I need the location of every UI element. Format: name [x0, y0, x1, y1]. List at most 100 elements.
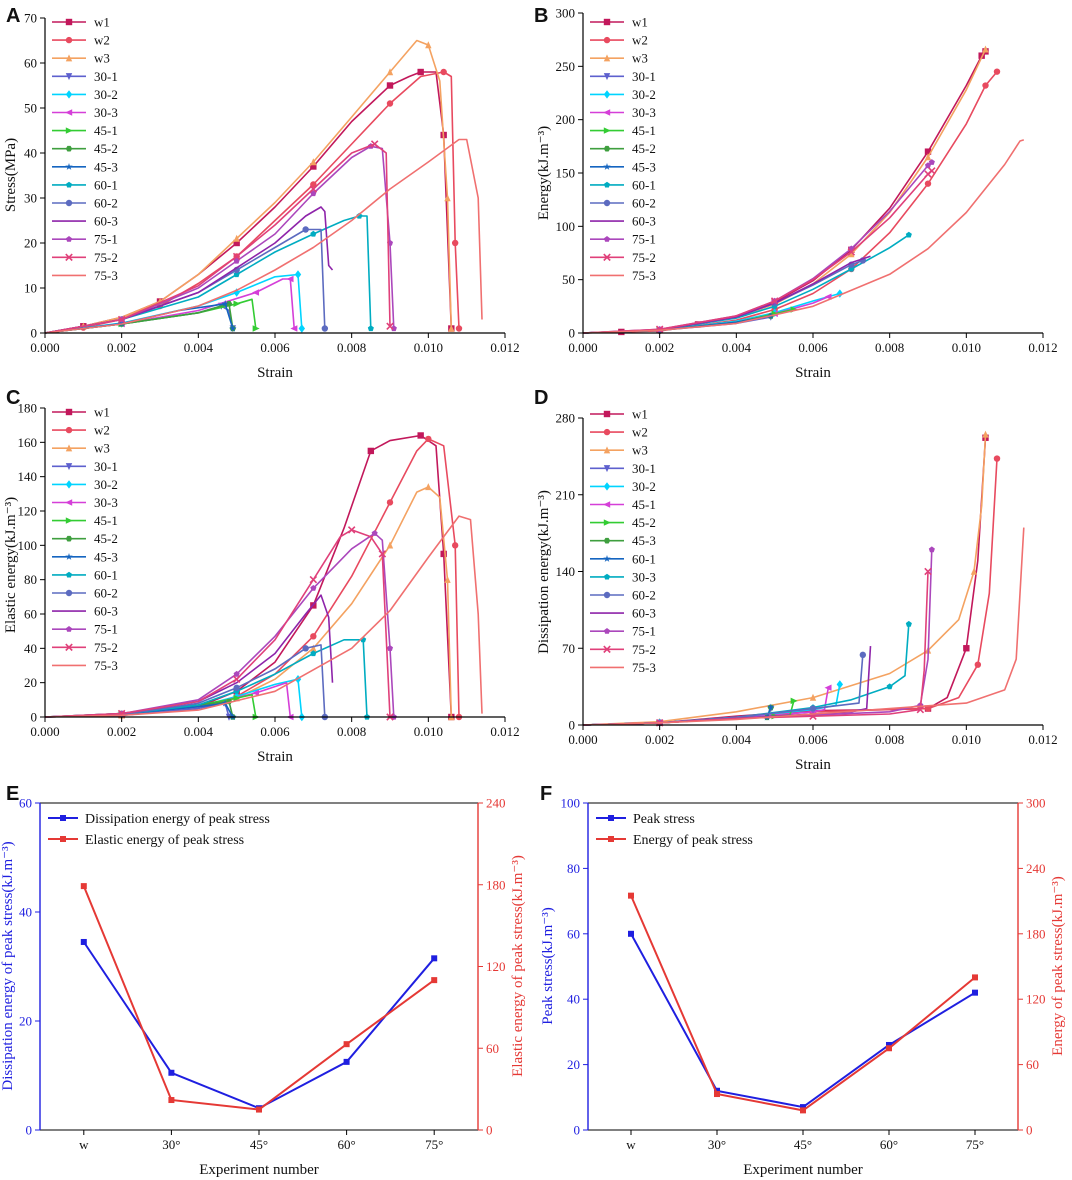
legend-label: 45-1 [632, 497, 656, 512]
data-point [924, 148, 932, 155]
data-point [451, 239, 459, 247]
legend-label: 75-1 [94, 622, 118, 637]
data-point [233, 694, 241, 702]
y-tick-label: 150 [556, 166, 576, 181]
data-point [886, 1041, 892, 1048]
legend-label: 30-2 [632, 479, 656, 494]
data-point [80, 883, 87, 890]
x-tick-label: 0.008 [875, 340, 904, 355]
data-point [982, 430, 989, 438]
data-point [225, 301, 233, 307]
data-point [972, 974, 978, 981]
legend-label: 75-1 [94, 232, 118, 247]
x-tick-label: 0.006 [260, 724, 290, 739]
series-line-14 [582, 139, 1025, 334]
y-tick-label: 0 [31, 326, 38, 341]
legend-marker [65, 54, 73, 62]
data-point [886, 1045, 892, 1052]
y-tick-label: 70 [24, 11, 37, 26]
x-tick-label: 0.012 [490, 340, 519, 355]
legend-marker [603, 163, 611, 170]
data-point [924, 705, 932, 712]
data-point [378, 550, 387, 558]
legend-label: 45-2 [94, 531, 118, 546]
legend-marker [603, 501, 611, 508]
right-tick-label: 120 [1026, 992, 1046, 1007]
y-tick-label: 200 [556, 112, 576, 127]
x-tick-label: 0.010 [414, 724, 443, 739]
legend-label: 60-1 [94, 567, 118, 582]
series-line-11 [44, 594, 334, 718]
data-point [924, 567, 932, 576]
legend-marker [608, 815, 614, 821]
y-tick-label: 10 [24, 281, 37, 296]
legend-label: 75-3 [94, 658, 118, 673]
data-point [924, 153, 932, 161]
x-tick-label: 0.008 [337, 724, 366, 739]
series-line-13 [582, 170, 933, 334]
data-point [628, 892, 634, 899]
data-point [824, 293, 832, 300]
y-tick-label: 140 [18, 469, 38, 484]
legend-label: 30-3 [632, 569, 656, 584]
legend-label: w3 [94, 441, 110, 456]
data-point [309, 185, 318, 193]
x-tick-label: 0.000 [30, 340, 59, 355]
x-tick-label: 0.008 [337, 340, 366, 355]
right-tick-label: 60 [486, 1041, 499, 1056]
data-point [386, 322, 394, 331]
legend-marker [603, 537, 611, 544]
x-tick-label: 0.006 [798, 340, 828, 355]
series-line-0 [82, 941, 435, 1110]
left-y-axis-label: Peak stress(kJ.m⁻³) [540, 907, 556, 1024]
data-point [252, 289, 260, 296]
data-point [233, 234, 240, 242]
data-point [916, 705, 925, 714]
data-point [232, 252, 241, 261]
legend-label: 75-2 [632, 250, 656, 265]
data-point [993, 455, 1001, 462]
legend-label: 45-1 [94, 513, 118, 528]
series-line-14 [582, 527, 1025, 726]
right-tick-label: 300 [1026, 796, 1046, 811]
right-tick-label: 120 [486, 959, 506, 974]
data-point [367, 325, 374, 332]
x-tick-label: 75° [966, 1137, 984, 1152]
legend-marker [65, 589, 73, 597]
x-tick-label: 45° [794, 1137, 812, 1152]
data-point [417, 68, 424, 76]
legend-label: 60-1 [632, 177, 656, 192]
data-point [444, 194, 451, 202]
legend-label: Peak stress [633, 812, 695, 827]
legend-marker [603, 428, 611, 436]
legend-label: 30-1 [94, 69, 118, 84]
data-point [168, 1097, 175, 1104]
panel-letter: C [6, 387, 20, 409]
data-point [298, 324, 306, 333]
legend-label: 75-2 [94, 250, 118, 265]
x-tick-label: 0.010 [414, 340, 443, 355]
y-tick-label: 40 [24, 641, 37, 656]
legend-label: 75-3 [632, 268, 656, 283]
x-tick-label: 45° [250, 1137, 268, 1152]
legend-label: w2 [632, 33, 648, 48]
left-tick-label: 80 [567, 861, 580, 876]
plot-frame [39, 802, 479, 1131]
data-point [714, 1087, 720, 1094]
data-point [309, 575, 318, 584]
legend-marker [65, 517, 73, 524]
x-axis-label: Experiment number [199, 1162, 319, 1178]
y-tick-label: 300 [556, 6, 576, 21]
y-tick-label: 30 [24, 191, 37, 206]
legend-label: 30-3 [632, 105, 656, 120]
y-tick-label: 100 [556, 219, 576, 234]
data-point [310, 190, 317, 197]
data-point [972, 989, 978, 996]
legend-marker [66, 626, 72, 632]
panel-F: Fw 30° 45° 60° 75° 0 20 40 60 80 100 0 60 120 180 240 30… [540, 783, 1066, 1178]
data-point [848, 250, 855, 258]
legend-marker [65, 444, 73, 452]
legend-marker [608, 836, 614, 842]
data-point [387, 645, 393, 651]
